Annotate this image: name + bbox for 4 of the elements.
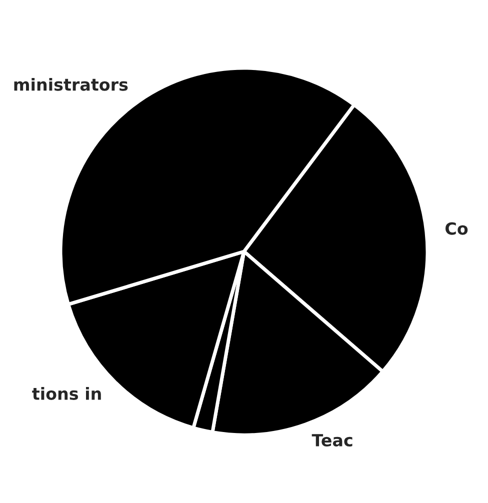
slice-label: tions in bbox=[32, 387, 101, 400]
slice-label: Co bbox=[446, 222, 468, 235]
slice-label: ministrators bbox=[14, 78, 128, 91]
slice-label: Teac bbox=[312, 434, 352, 446]
